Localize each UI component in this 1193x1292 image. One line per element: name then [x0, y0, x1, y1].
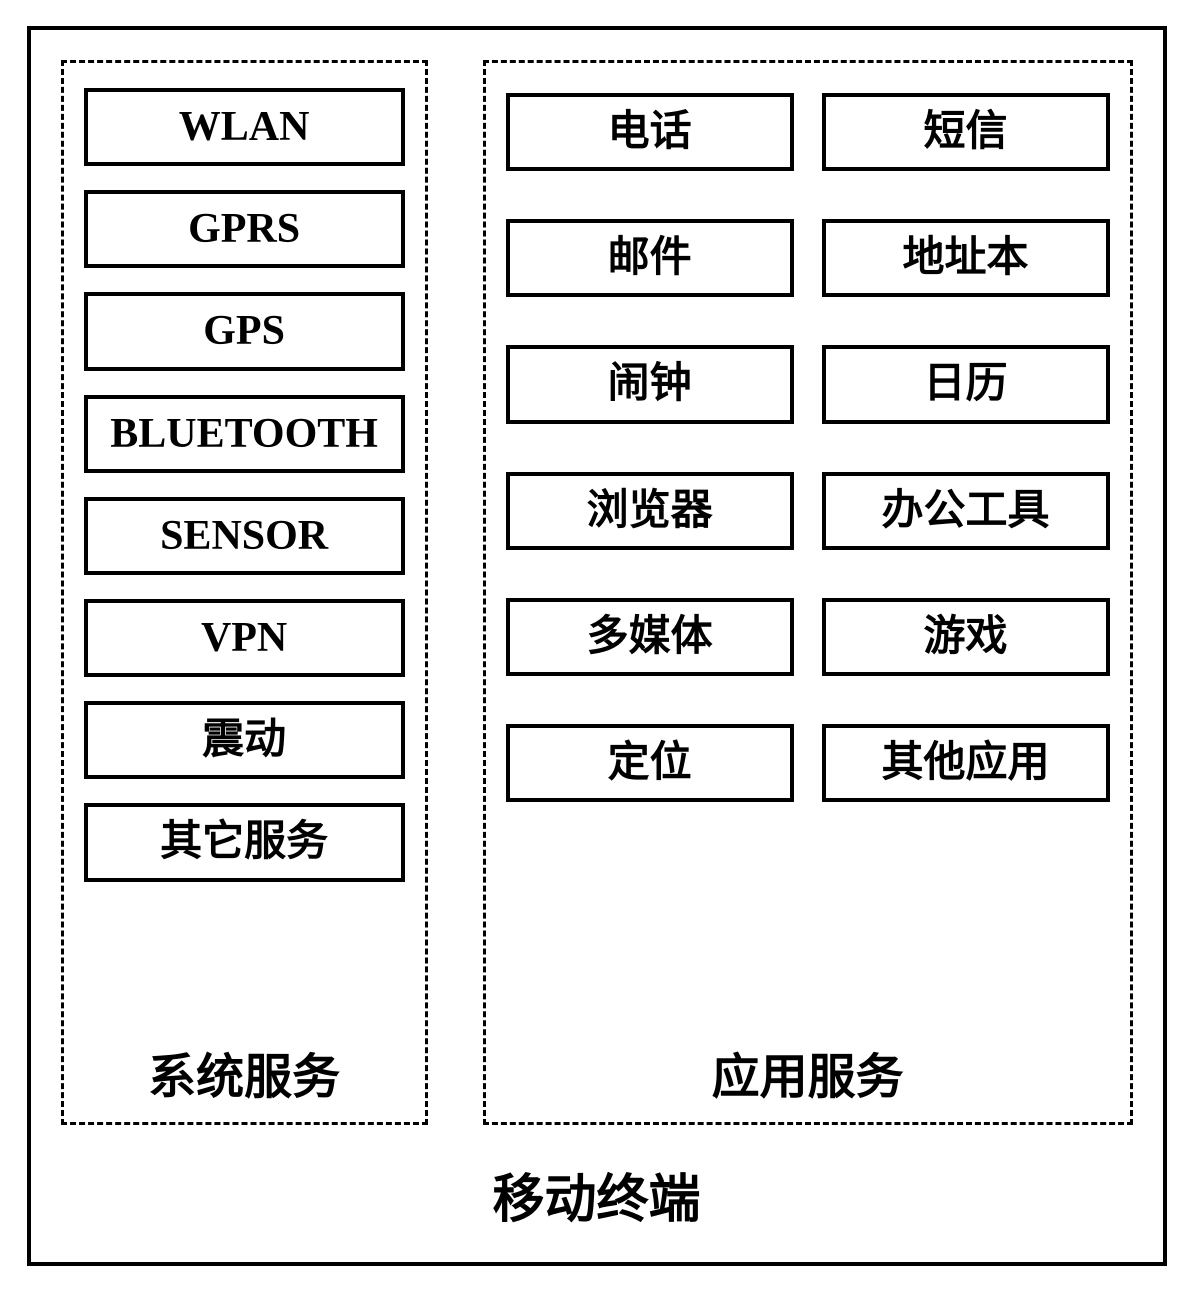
service-item-bluetooth: BLUETOOTH [84, 395, 405, 473]
app-item-sms: 短信 [822, 93, 1110, 171]
app-item-phone: 电话 [506, 93, 794, 171]
service-item-gprs: GPRS [84, 190, 405, 268]
panels-row: WLAN GPRS GPS BLUETOOTH SENSOR VPN 震动 其它… [61, 60, 1133, 1125]
service-item-sensor: SENSOR [84, 497, 405, 575]
app-item-location: 定位 [506, 724, 794, 802]
service-item-gps: GPS [84, 292, 405, 370]
app-item-contacts: 地址本 [822, 219, 1110, 297]
app-item-multimedia: 多媒体 [506, 598, 794, 676]
app-item-other-apps: 其他应用 [822, 724, 1110, 802]
app-item-alarm: 闹钟 [506, 345, 794, 423]
main-title: 移动终端 [61, 1157, 1133, 1232]
app-services-panel: 电话 短信 邮件 地址本 闹钟 日历 浏览器 办公工具 多媒体 游戏 [483, 60, 1133, 1125]
app-item-games: 游戏 [822, 598, 1110, 676]
service-item-vibration: 震动 [84, 701, 405, 779]
service-item-vpn: VPN [84, 599, 405, 677]
app-row: 闹钟 日历 [506, 345, 1110, 423]
system-services-panel: WLAN GPRS GPS BLUETOOTH SENSOR VPN 震动 其它… [61, 60, 428, 1125]
service-item-wlan: WLAN [84, 88, 405, 166]
mobile-terminal-container: WLAN GPRS GPS BLUETOOTH SENSOR VPN 震动 其它… [27, 26, 1167, 1266]
system-services-items: WLAN GPRS GPS BLUETOOTH SENSOR VPN 震动 其它… [84, 88, 405, 1015]
app-services-title: 应用服务 [506, 1037, 1110, 1107]
app-item-calendar: 日历 [822, 345, 1110, 423]
app-item-office: 办公工具 [822, 472, 1110, 550]
app-services-items: 电话 短信 邮件 地址本 闹钟 日历 浏览器 办公工具 多媒体 游戏 [506, 88, 1110, 1015]
app-item-mail: 邮件 [506, 219, 794, 297]
app-row: 邮件 地址本 [506, 219, 1110, 297]
app-row: 电话 短信 [506, 93, 1110, 171]
app-item-browser: 浏览器 [506, 472, 794, 550]
app-row: 多媒体 游戏 [506, 598, 1110, 676]
app-row: 浏览器 办公工具 [506, 472, 1110, 550]
app-row: 定位 其他应用 [506, 724, 1110, 802]
system-services-title: 系统服务 [84, 1037, 405, 1107]
service-item-other: 其它服务 [84, 803, 405, 881]
